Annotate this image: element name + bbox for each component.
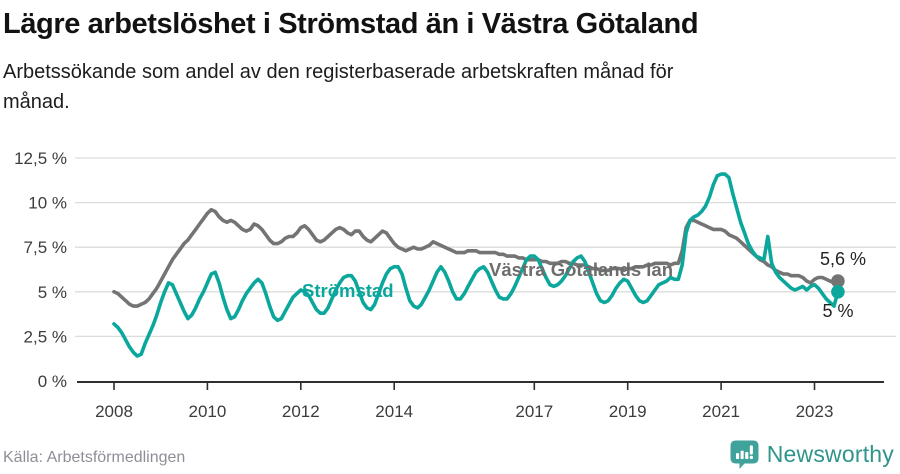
y-axis-label: 2,5 % — [24, 327, 67, 346]
x-axis-label: 2023 — [796, 402, 834, 421]
chart-subtitle-line1: Arbetssökande som andel av den registerb… — [3, 61, 674, 83]
newsworthy-wordmark: Newsworthy — [766, 441, 894, 467]
end-dot-vastra-gotaland — [831, 274, 845, 288]
page-title: Lägre arbetslöshet i Strömstad än i Väst… — [3, 8, 699, 40]
y-axis-label: 0 % — [38, 372, 67, 391]
source-note: Källa: Arbetsförmedlingen — [3, 449, 186, 466]
series-line-vastra-gotaland — [112, 207, 840, 308]
y-axis-label: 7,5 % — [24, 238, 67, 257]
x-axis-label: 2012 — [282, 402, 320, 421]
series-label-stromstad: Strömstad — [302, 280, 394, 301]
end-dot-stromstad — [831, 285, 845, 299]
end-value-label-stromstad: 5 % — [822, 301, 853, 321]
x-axis-label: 2019 — [609, 402, 647, 421]
newsworthy-logo[interactable]: Newsworthy — [730, 440, 894, 469]
series-line-stromstad — [112, 172, 840, 358]
chart-subtitle-line2: månad. — [3, 91, 70, 113]
x-axis-label: 2008 — [95, 402, 133, 421]
chart-header: Lägre arbetslöshet i Strömstad än i Väst… — [3, 6, 883, 117]
end-value-label-vastra-gotaland: 5,6 % — [820, 249, 866, 269]
y-axis-label: 10 % — [28, 194, 67, 213]
x-axis-label: 2021 — [702, 402, 740, 421]
y-axis-label: 5 % — [38, 283, 67, 302]
x-axis-label: 2014 — [375, 402, 413, 421]
y-axis-label: 12,5 % — [14, 149, 67, 168]
chart-subtitle: Arbetssökande som andel av den registerb… — [3, 57, 883, 117]
series-label-vastra-gotaland: Västra Götalands län — [489, 259, 673, 280]
x-axis-label: 2017 — [515, 402, 553, 421]
newsworthy-speech-bubble-bar-chart-icon — [730, 440, 759, 469]
x-axis-label: 2010 — [188, 402, 226, 421]
